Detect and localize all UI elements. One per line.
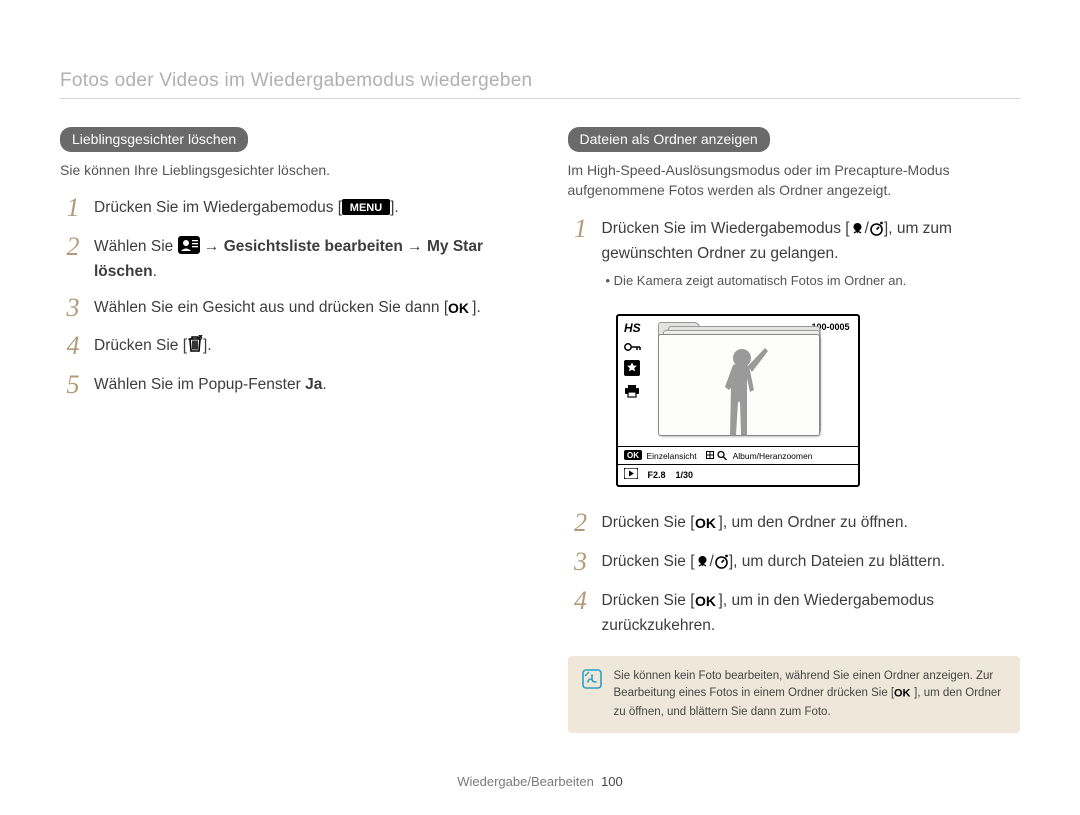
page-footer: Wiedergabe/Bearbeiten 100: [0, 774, 1080, 789]
step-number: 3: [60, 294, 86, 323]
step-text: Drücken Sie im Wiedergabemodus [/], um z…: [602, 215, 1021, 291]
steps-list: 1 Drücken Sie im Wiedergabemodus [/], um…: [568, 215, 1021, 638]
step-text: Wählen Sie → Gesichtsliste bearbeiten → …: [94, 233, 513, 284]
step-text: Drücken Sie [/], um durch Dateien zu blä…: [602, 548, 946, 576]
step-number: 4: [568, 587, 594, 616]
menu-icon: MENU: [342, 199, 390, 222]
key-icon: [624, 342, 646, 354]
ok-icon: OK: [894, 687, 914, 704]
svg-text:OK: OK: [695, 516, 716, 530]
step-text: Drücken Sie im Wiedergabemodus [MENU].: [94, 194, 399, 222]
step-5: 5 Wählen Sie im Popup-Fenster Ja.: [60, 371, 513, 400]
svg-text:OK: OK: [695, 594, 716, 608]
macro-icon: [850, 221, 865, 243]
thumb-zoom-icon: [706, 450, 728, 462]
step-number: 5: [60, 371, 86, 400]
face-list-icon: [178, 236, 200, 261]
subsection-pill-delete-faces: Lieblingsgesichter löschen: [60, 127, 248, 152]
left-column: Lieblingsgesichter löschen Sie können Ih…: [60, 127, 513, 733]
intro-text: Sie können Ihre Lieblingsgesichter lösch…: [60, 160, 513, 180]
note-box: Sie können kein Foto bearbeiten, während…: [568, 656, 1021, 734]
intro-text: Im High-Speed-Auslösungsmodus oder im Pr…: [568, 160, 1021, 201]
steps-list: 1 Drücken Sie im Wiedergabemodus [MENU].…: [60, 194, 513, 399]
step-sub-bullet: Die Kamera zeigt automatisch Fotos im Or…: [602, 272, 1021, 291]
step-number: 2: [60, 233, 86, 262]
camera-screen: 100-0005 HS: [616, 314, 860, 487]
svg-text:OK: OK: [448, 301, 469, 315]
step-3: 3 Wählen Sie ein Gesicht aus und drücken…: [60, 294, 513, 323]
svg-text:OK: OK: [627, 451, 639, 460]
hs-icon: HS: [624, 322, 646, 336]
step-1: 1 Drücken Sie im Wiedergabemodus [/], um…: [568, 215, 1021, 291]
star-icon: [624, 360, 646, 378]
svg-text:OK: OK: [894, 687, 911, 698]
play-icon: [624, 468, 638, 481]
trash-icon: [187, 335, 203, 360]
two-column-layout: Lieblingsgesichter löschen Sie können Ih…: [60, 127, 1020, 733]
ok-icon: OK: [448, 300, 472, 322]
page-title: Fotos oder Videos im Wiedergabemodus wie…: [60, 70, 1020, 99]
step-number: 2: [568, 509, 594, 538]
print-icon: [624, 384, 646, 400]
ok-icon: OK: [695, 515, 719, 537]
step-number: 3: [568, 548, 594, 577]
step-1: 1 Drücken Sie im Wiedergabemodus [MENU].: [60, 194, 513, 223]
person-silhouette-icon: [699, 340, 779, 435]
svg-text:HS: HS: [624, 322, 641, 334]
step-text: Drücken Sie [OK], um den Ordner zu öffne…: [602, 509, 908, 537]
ok-icon: OK: [624, 450, 642, 462]
step-number: 1: [60, 194, 86, 223]
step-3: 3 Drücken Sie [/], um durch Dateien zu b…: [568, 548, 1021, 577]
screen-illustration-row: 100-0005 HS: [568, 300, 1021, 503]
macro-icon: [695, 554, 710, 576]
step-4: 4 Drücken Sie [].: [60, 332, 513, 361]
timer-icon: [714, 554, 729, 576]
step-2: 2 Wählen Sie → Gesichtsliste bearbeiten …: [60, 233, 513, 284]
step-number: 1: [568, 215, 594, 244]
step-text: Wählen Sie im Popup-Fenster Ja.: [94, 371, 327, 396]
note-icon: [582, 669, 602, 722]
ok-icon: OK: [695, 593, 719, 615]
timer-icon: [869, 221, 884, 243]
step-2: 2 Drücken Sie [OK], um den Ordner zu öff…: [568, 509, 1021, 538]
subsection-pill-folder-view: Dateien als Ordner anzeigen: [568, 127, 770, 152]
note-text: Sie können kein Foto bearbeiten, während…: [614, 668, 1007, 722]
svg-text:MENU: MENU: [350, 202, 382, 214]
step-text: Drücken Sie [].: [94, 332, 212, 360]
step-4: 4 Drücken Sie [OK], um in den Wiedergabe…: [568, 587, 1021, 638]
step-text: Drücken Sie [OK], um in den Wiedergabemo…: [602, 587, 1021, 638]
step-text: Wählen Sie ein Gesicht aus und drücken S…: [94, 294, 481, 322]
right-column: Dateien als Ordner anzeigen Im High-Spee…: [568, 127, 1021, 733]
step-number: 4: [60, 332, 86, 361]
manual-page: Fotos oder Videos im Wiedergabemodus wie…: [0, 0, 1080, 815]
